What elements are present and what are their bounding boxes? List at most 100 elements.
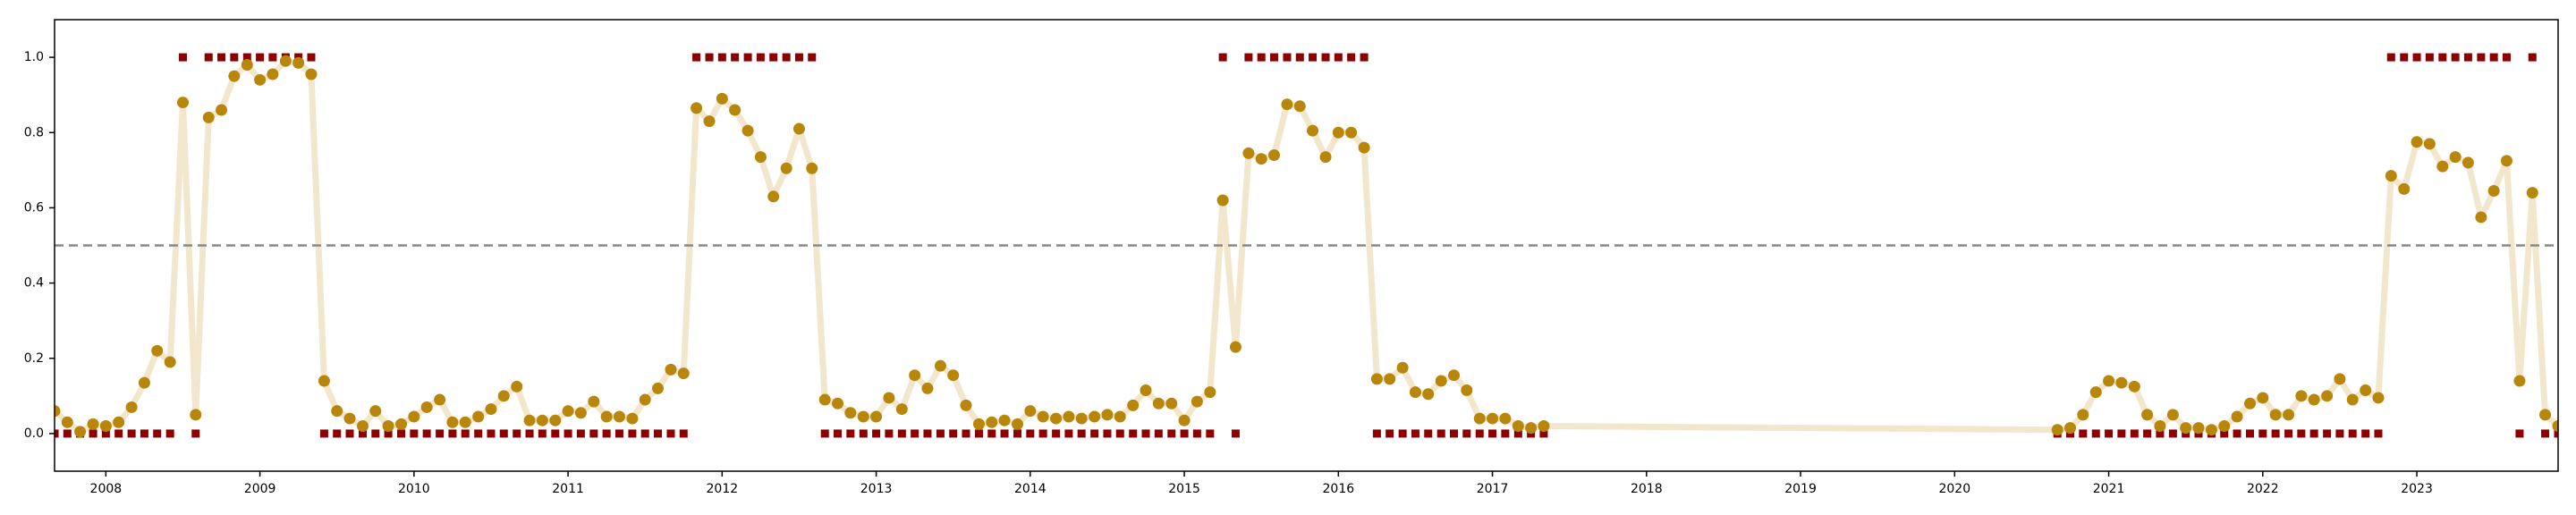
point [2385, 170, 2397, 182]
point [998, 414, 1011, 426]
class-marker [474, 429, 483, 438]
y-tick-label: 0.6 [24, 200, 44, 215]
point [1152, 397, 1165, 409]
point [446, 416, 459, 428]
class-marker [1000, 429, 1009, 438]
point [1409, 386, 1421, 399]
point [164, 356, 176, 368]
point [1435, 375, 1447, 387]
point [1307, 124, 1319, 137]
point [1525, 422, 1538, 435]
x-tick-label: 2017 [1477, 482, 1509, 496]
class-marker [564, 429, 572, 438]
point [960, 399, 972, 411]
point [1422, 388, 1435, 401]
point [574, 407, 587, 419]
point [331, 405, 343, 418]
class-marker [63, 429, 72, 438]
point [1370, 373, 1383, 385]
point [1384, 373, 1396, 385]
point [1461, 384, 1473, 397]
class-marker [731, 53, 740, 62]
point [716, 92, 728, 105]
point [2372, 392, 2385, 404]
class-marker [1077, 429, 1086, 438]
point [228, 70, 241, 82]
x-tick-label: 2023 [2401, 482, 2433, 496]
class-marker [897, 429, 906, 438]
point [190, 409, 202, 421]
class-marker [2425, 53, 2434, 62]
class-marker [2297, 429, 2306, 438]
class-marker [551, 429, 560, 438]
x-tick-label: 2015 [1168, 482, 1200, 496]
point [1242, 147, 1255, 159]
point [665, 363, 677, 376]
class-marker [1154, 429, 1163, 438]
point [1332, 126, 1344, 139]
class-marker [1321, 53, 1330, 62]
class-marker [242, 53, 251, 62]
point [472, 410, 485, 423]
class-marker [769, 53, 778, 62]
point [241, 59, 253, 71]
class-marker [2284, 429, 2293, 438]
point [806, 162, 818, 174]
class-marker [923, 429, 932, 438]
class-marker [371, 429, 380, 438]
point [729, 104, 741, 116]
point [1216, 194, 1229, 207]
point [2423, 138, 2436, 150]
class-marker [911, 429, 919, 438]
point [2500, 155, 2512, 167]
class-marker [666, 429, 675, 438]
point [1101, 409, 1114, 421]
class-marker [808, 53, 817, 62]
class-marker [2489, 53, 2498, 62]
class-marker [436, 429, 445, 438]
point [1512, 420, 1524, 432]
y-tick-label: 0.8 [24, 125, 44, 139]
class-marker [525, 429, 534, 438]
class-marker [1090, 429, 1099, 438]
class-marker [2220, 429, 2229, 438]
class-marker [230, 53, 239, 62]
class-marker [499, 429, 508, 438]
class-marker [628, 429, 637, 438]
point [895, 403, 908, 416]
class-marker [333, 429, 342, 438]
class-marker [1052, 429, 1061, 438]
point [485, 403, 497, 416]
class-marker [165, 429, 174, 438]
class-marker [1462, 429, 1471, 438]
point [202, 111, 215, 123]
class-marker [820, 429, 829, 438]
point [2269, 409, 2282, 421]
class-marker [2258, 429, 2267, 438]
class-marker [782, 53, 791, 62]
class-marker [654, 429, 663, 438]
class-marker [974, 429, 983, 438]
point [2128, 380, 2140, 393]
point [2180, 422, 2192, 435]
class-marker [1206, 429, 1215, 438]
class-marker [834, 429, 843, 438]
point [2257, 392, 2269, 404]
class-marker [1270, 53, 1279, 62]
class-marker [217, 53, 226, 62]
point [279, 55, 292, 67]
point [677, 367, 690, 380]
point [2346, 393, 2359, 406]
class-marker [1103, 429, 1112, 438]
class-marker [2515, 429, 2524, 438]
point [1050, 412, 1063, 425]
class-marker [1398, 429, 1407, 438]
point [2526, 187, 2538, 199]
point [934, 359, 946, 372]
point [1024, 405, 1037, 418]
class-marker [345, 429, 354, 438]
point [1473, 412, 1486, 425]
point [1396, 361, 1409, 374]
